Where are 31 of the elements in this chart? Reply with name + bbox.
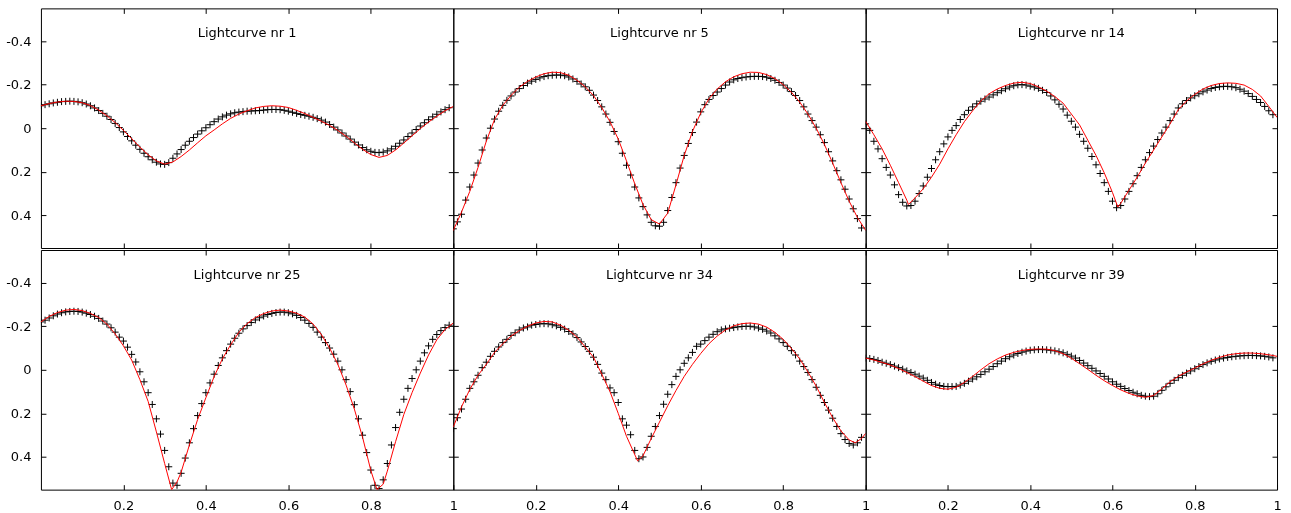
- text: Lightcurve nr 39: [1017, 266, 1125, 282]
- x-tick-label: 0.4: [608, 498, 630, 513]
- text: Lightcurve nr 34: [605, 266, 713, 282]
- x-tick-label: 0.2: [113, 498, 135, 513]
- x-tick-label: 0.2: [938, 498, 959, 513]
- text: Lightcurve nr 5: [610, 25, 709, 41]
- x-tick-label: 0.8: [1184, 498, 1206, 513]
- y-tick-label: 0: [23, 362, 32, 378]
- x-tick-label: 0.8: [773, 498, 794, 513]
- y-tick-label: -0.4: [6, 33, 32, 49]
- x-tick-label: 1: [862, 498, 871, 513]
- text: Lightcurve nr 14: [1017, 25, 1125, 41]
- y-tick-label: -0.2: [6, 318, 32, 334]
- y-tick-label: 0: [23, 120, 32, 136]
- x-tick-label: 1: [1273, 498, 1282, 513]
- y-tick-label: -0.2: [6, 77, 32, 93]
- text: Lightcurve nr 25: [193, 266, 301, 282]
- x-tick-label: 0.4: [196, 498, 217, 513]
- x-tick-label: 0.6: [690, 498, 712, 513]
- x-tick-label: 0.2: [525, 498, 547, 513]
- y-tick-label: 0.4: [10, 207, 32, 223]
- y-tick-label: 0.4: [10, 449, 32, 465]
- y-tick-label: 0.2: [10, 405, 32, 421]
- x-tick-label: 0.6: [1102, 498, 1124, 513]
- y-tick-label: -0.4: [6, 275, 32, 291]
- x-tick-label: 0.6: [278, 498, 300, 513]
- x-tick-label: 1: [449, 498, 458, 513]
- y-tick-label: 0.2: [10, 164, 32, 180]
- text: Lightcurve nr 1: [197, 25, 297, 41]
- x-tick-label: 0.8: [361, 498, 382, 513]
- x-tick-label: 0.4: [1020, 498, 1042, 513]
